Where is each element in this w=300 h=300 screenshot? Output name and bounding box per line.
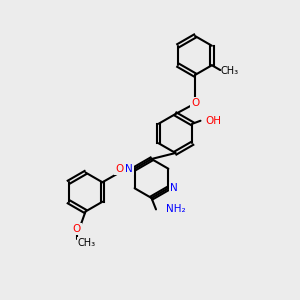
Text: NH₂: NH₂	[166, 204, 185, 214]
Text: CH₃: CH₃	[78, 238, 96, 248]
Text: O: O	[115, 164, 123, 174]
Text: O: O	[72, 224, 81, 234]
Text: N: N	[125, 164, 133, 174]
Text: N: N	[170, 183, 178, 193]
Text: CH₃: CH₃	[221, 65, 239, 76]
Text: OH: OH	[205, 116, 221, 126]
Text: O: O	[191, 98, 199, 109]
